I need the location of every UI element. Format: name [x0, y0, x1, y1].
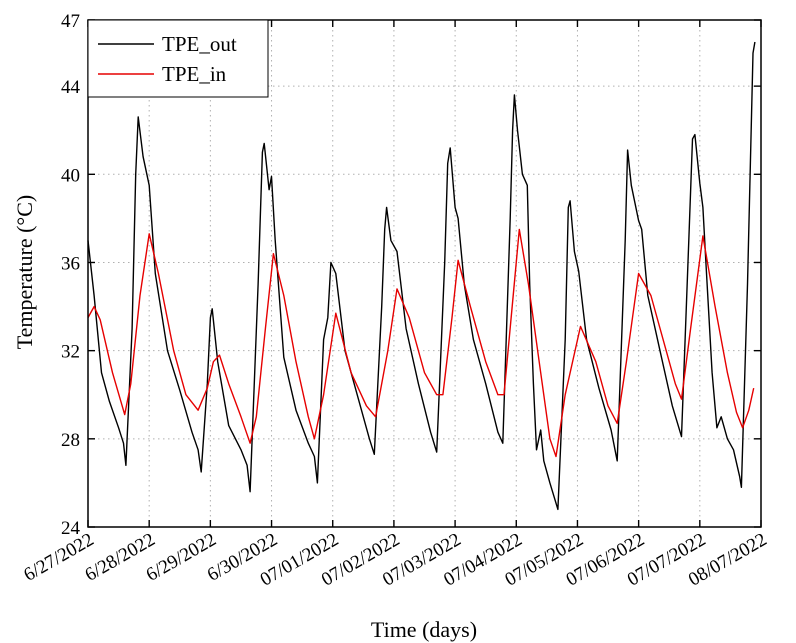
- y-tick-label: 36: [61, 253, 80, 274]
- y-tick-label: 32: [61, 342, 80, 363]
- series-line-tpe-in: [87, 228, 755, 458]
- plot-frame: [87, 19, 762, 528]
- x-axis-title: Time (days): [371, 617, 477, 642]
- y-axis-title: Temperature (°C): [12, 195, 37, 349]
- legend-label-tpe-out: TPE_out: [162, 32, 237, 56]
- y-tick-label: 44: [61, 77, 81, 98]
- legend: TPE_out TPE_in: [87, 19, 269, 98]
- legend-label-tpe-in: TPE_in: [162, 62, 227, 86]
- y-tick-label: 47: [61, 11, 80, 32]
- y-tick-label: 40: [61, 165, 80, 186]
- y-tick-label: 28: [61, 430, 80, 451]
- y-tick-labels: 24 28 32 36 40 44 47: [61, 11, 81, 539]
- legend-box: [87, 19, 269, 98]
- series-lines: [87, 41, 756, 511]
- y-tick-label: 24: [61, 518, 81, 539]
- x-tick-labels: 6/27/20226/28/20226/29/20226/30/202207/0…: [20, 529, 770, 590]
- grid-lines: [88, 20, 761, 527]
- series-line-tpe-out: [87, 41, 756, 511]
